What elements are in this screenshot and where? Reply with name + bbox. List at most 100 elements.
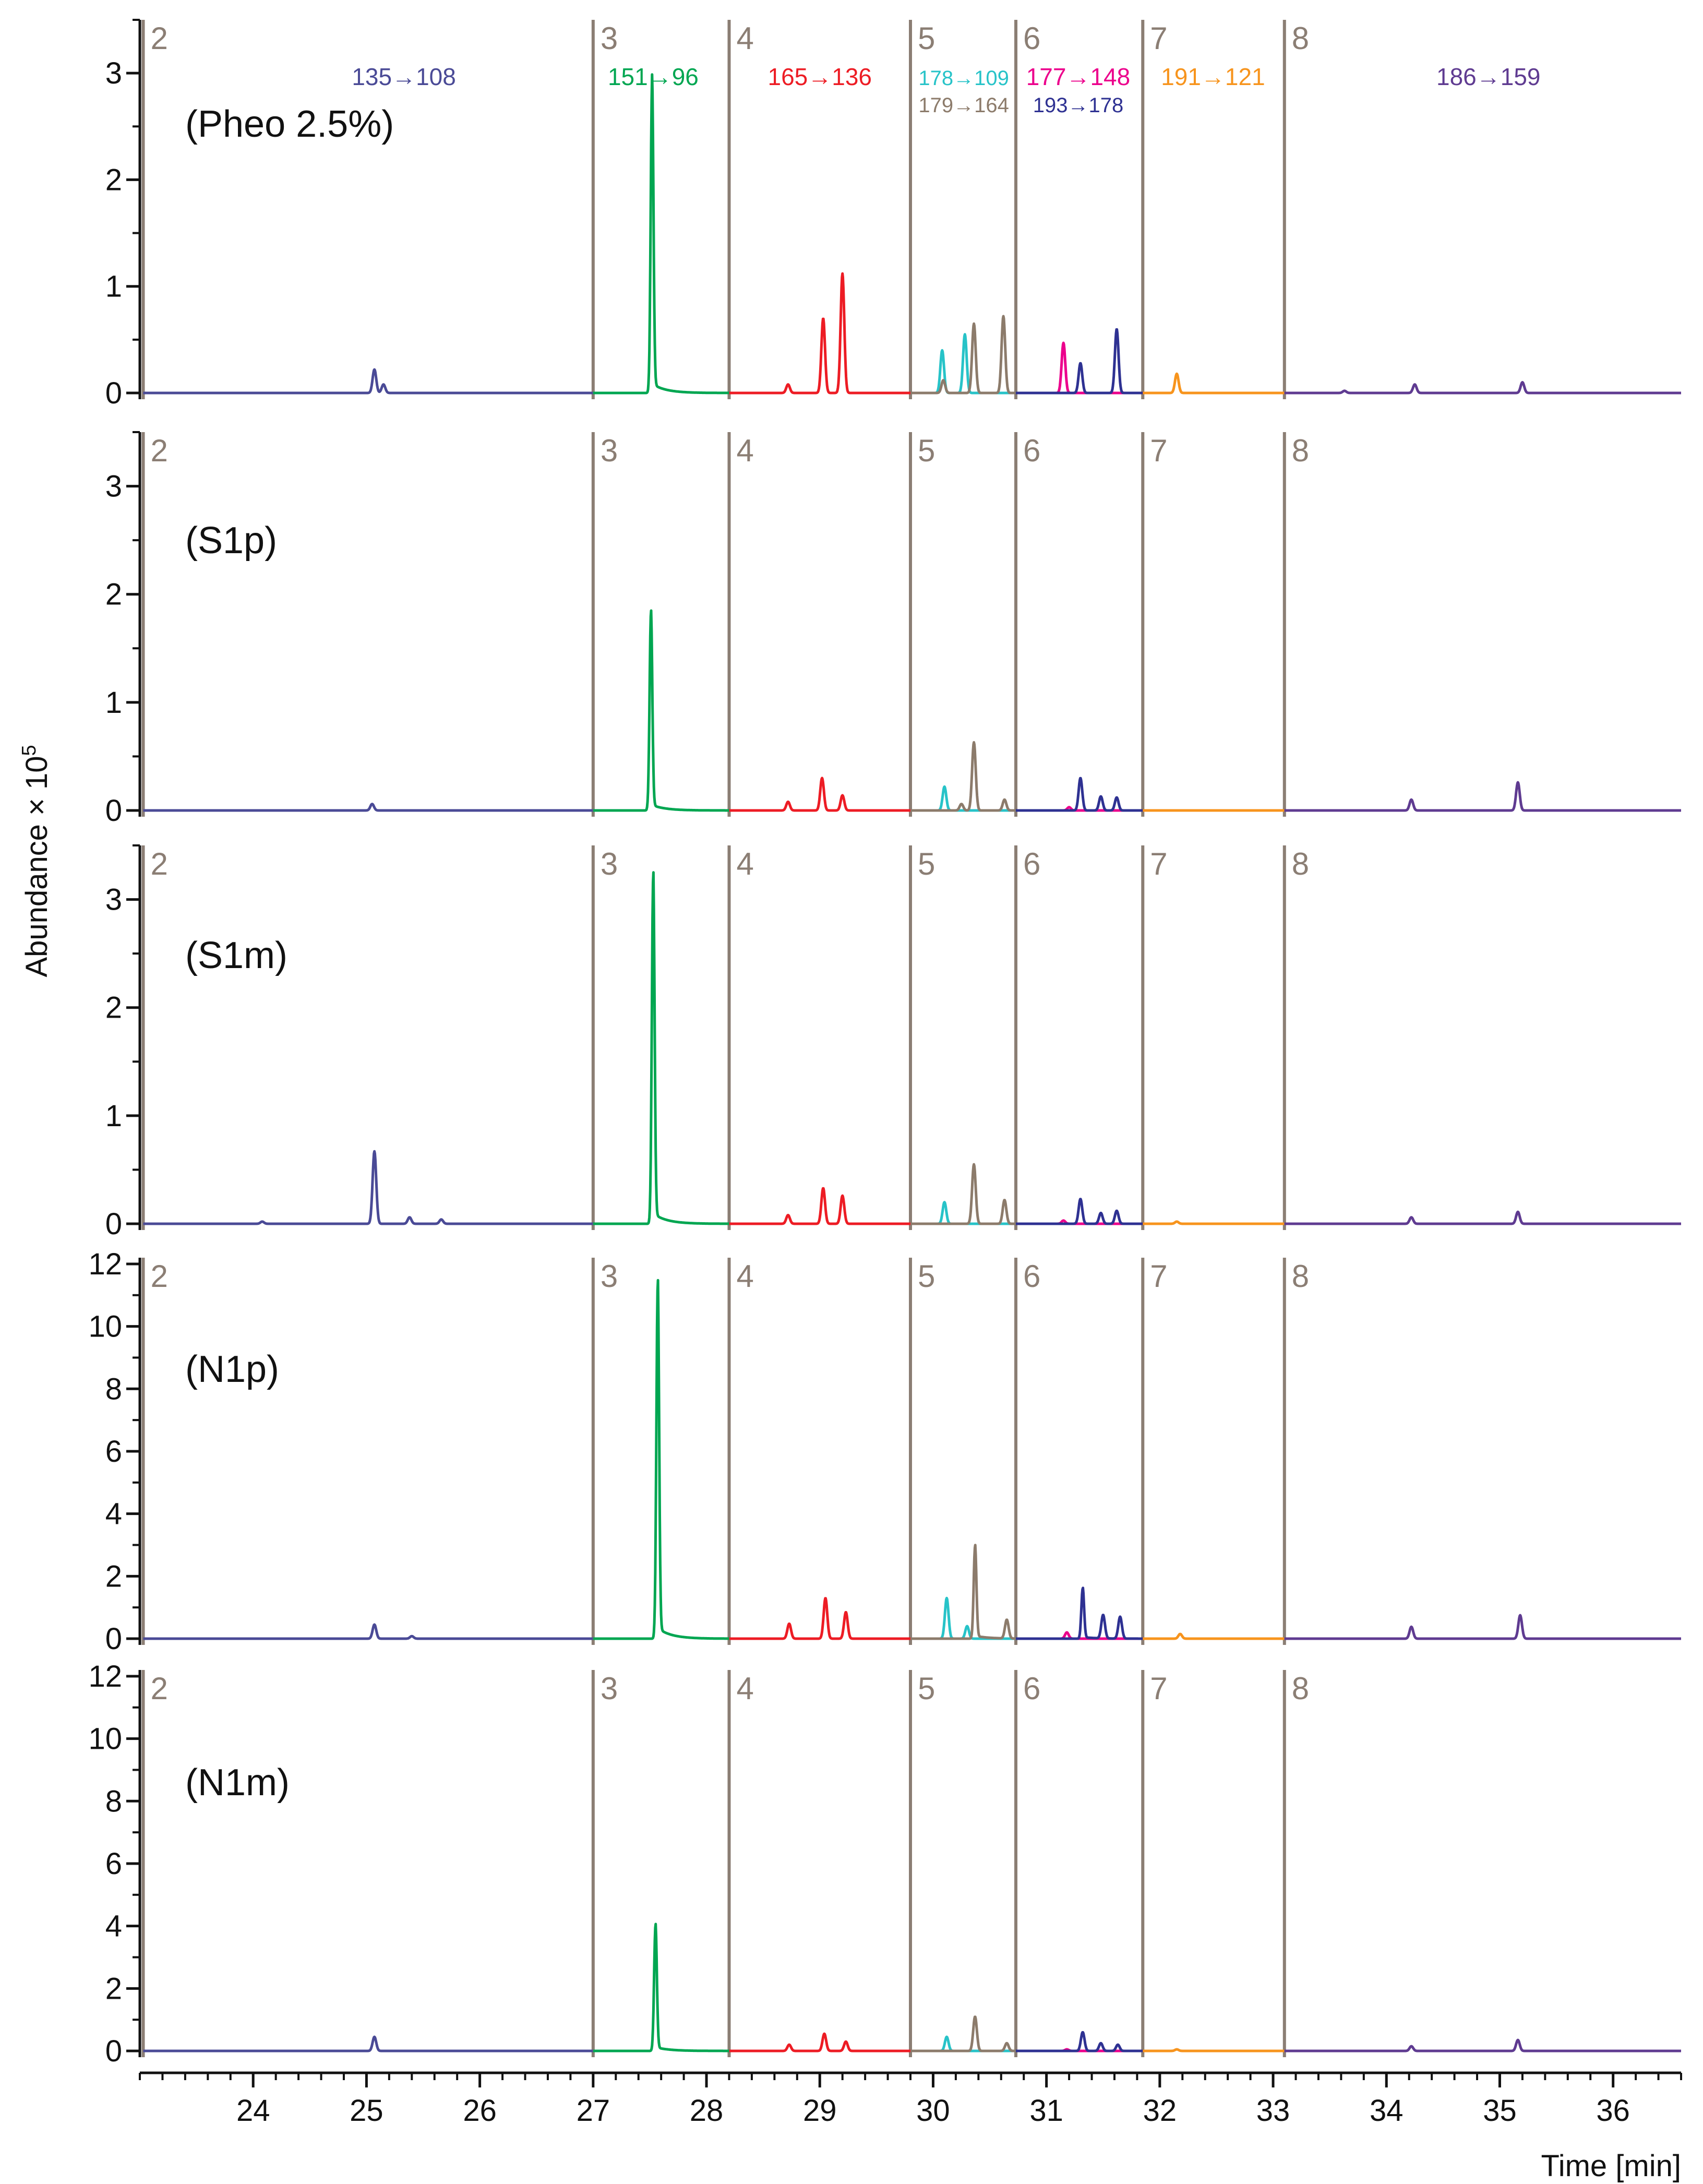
window-label-8: 8 [1292, 433, 1309, 468]
trace-t186 [1284, 781, 1682, 812]
window-label-2: 2 [151, 846, 168, 881]
trace-t191 [1142, 2048, 1285, 2052]
trace-t191 [1142, 1220, 1285, 1225]
window-label-8: 8 [1292, 1671, 1309, 1706]
x-tick-label: 25 [350, 2094, 383, 2128]
y-tick-label: 12 [88, 1660, 122, 1693]
trace-t135 [142, 2035, 594, 2052]
trace-t193 [1015, 2031, 1144, 2052]
y-tick-label: 8 [105, 1784, 122, 1818]
window-label-5: 5 [918, 1259, 935, 1294]
y-tick-label: 6 [105, 1847, 122, 1881]
trace-t165 [728, 2032, 912, 2052]
y-tick-label: 0 [105, 2034, 122, 2068]
y-tick-label: 2 [105, 1972, 122, 2006]
y-tick-label: 6 [105, 1435, 122, 1469]
x-tick-label: 29 [803, 2094, 837, 2128]
window-label-4: 4 [736, 433, 753, 468]
trace-t135 [142, 368, 594, 395]
y-tick-label: 1 [105, 270, 122, 304]
trace-t191 [1142, 1632, 1285, 1640]
y-tick-label: 10 [88, 1310, 122, 1344]
sample-label: (S1p) [185, 520, 277, 562]
transition-label-t178: 178→109 [918, 67, 1009, 90]
x-tick-label: 32 [1143, 2094, 1177, 2128]
window-label-3: 3 [601, 1671, 618, 1706]
transition-label-t165: 165→136 [767, 63, 872, 90]
trace-t165 [728, 777, 912, 812]
trace-t151 [592, 1923, 730, 2052]
y-tick-label: 10 [88, 1722, 122, 1756]
trace-t151 [592, 871, 730, 1225]
trace-t135 [142, 803, 594, 812]
y-tick-label: 3 [105, 883, 122, 917]
y-tick-label: 2 [105, 991, 122, 1025]
trace-t186 [1284, 2038, 1682, 2052]
y-tick-label: 0 [105, 1207, 122, 1241]
window-label-6: 6 [1023, 846, 1040, 881]
x-tick-label: 24 [236, 2094, 270, 2128]
window-label-7: 7 [1150, 433, 1167, 468]
trace-t193 [1015, 777, 1144, 812]
y-tick-label: 1 [105, 686, 122, 720]
window-label-7: 7 [1150, 846, 1167, 881]
transition-label-t191: 191→121 [1161, 63, 1265, 90]
x-tick-label: 27 [577, 2094, 610, 2128]
window-label-3: 3 [601, 1259, 618, 1294]
x-tick-label: 34 [1370, 2094, 1404, 2128]
y-tick-label: 8 [105, 1372, 122, 1406]
window-label-8: 8 [1292, 1259, 1309, 1294]
trace-t179 [909, 1544, 1017, 1640]
trace-t186 [1284, 1614, 1682, 1640]
x-axis: 24 25 26 27 28 29 30 31 32 33 34 35 36 [139, 2071, 1682, 2128]
window-label-4: 4 [736, 846, 753, 881]
window-label-5: 5 [918, 846, 935, 881]
window-label-7: 7 [1150, 21, 1167, 56]
transition-label-t179: 179→164 [918, 94, 1009, 117]
x-tick-label: 36 [1596, 2094, 1630, 2128]
transition-label-t193: 193→178 [1033, 94, 1123, 117]
window-label-5: 5 [918, 21, 935, 56]
y-tick-label: 1 [105, 1099, 122, 1133]
window-label-7: 7 [1150, 1259, 1167, 1294]
window-label-5: 5 [918, 1671, 935, 1706]
y-axis-label: Abundance × 105 [18, 745, 54, 977]
sample-label: (Pheo 2.5%) [185, 103, 394, 145]
window-label-6: 6 [1023, 1671, 1040, 1706]
trace-t179 [909, 2015, 1017, 2052]
y-tick-label: 0 [105, 376, 122, 410]
y-tick-label: 4 [105, 1909, 122, 1943]
trace-t186 [1284, 381, 1682, 395]
window-label-4: 4 [736, 1259, 753, 1294]
window-label-8: 8 [1292, 846, 1309, 881]
window-label-8: 8 [1292, 21, 1309, 56]
panel-n1p: 0 2 4 6 8 10 12 2 3 4 5 6 7 8 (N1p) [88, 1247, 1682, 1656]
window-label-2: 2 [151, 1259, 168, 1294]
window-label-2: 2 [151, 21, 168, 56]
window-label-6: 6 [1023, 1259, 1040, 1294]
trace-t179 [909, 315, 1017, 395]
window-label-2: 2 [151, 433, 168, 468]
window-label-3: 3 [601, 846, 618, 881]
y-tick-label: 2 [105, 578, 122, 612]
x-tick-label: 35 [1483, 2094, 1517, 2128]
trace-t151 [592, 1279, 730, 1640]
trace-t193 [1015, 1586, 1144, 1640]
trace-t165 [728, 1187, 912, 1225]
window-label-4: 4 [736, 1671, 753, 1706]
trace-t191 [1142, 372, 1285, 395]
window-label-6: 6 [1023, 433, 1040, 468]
x-axis-label: Time [min] [1541, 2149, 1681, 2183]
window-label-5: 5 [918, 433, 935, 468]
y-axis-label-exponent: 5 [18, 745, 40, 756]
sample-label: (N1m) [185, 1762, 290, 1804]
trace-t135 [142, 1150, 594, 1225]
transition-label-t186: 186→159 [1436, 63, 1541, 90]
window-label-3: 3 [601, 433, 618, 468]
x-tick-label: 30 [916, 2094, 950, 2128]
y-tick-label: 0 [105, 1622, 122, 1656]
